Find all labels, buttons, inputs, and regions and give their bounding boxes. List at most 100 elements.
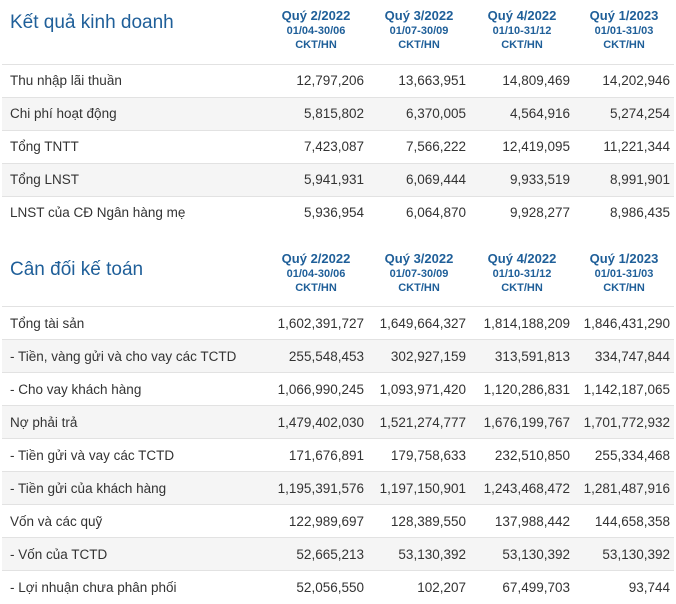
audit-status: CKT/HN — [603, 39, 645, 51]
row-label: - Tiền gửi và vay các TCTD — [2, 438, 264, 472]
cell-value: 5,274,254 — [574, 96, 674, 130]
cell-value: 1,521,274,777 — [368, 405, 470, 439]
row-label: - Tiền gửi của khách hàng — [2, 471, 264, 505]
column-header[interactable]: Quý 2/2022 01/04-30/06 CKT/HN — [264, 0, 368, 64]
table-row: Nợ phải trả 1,479,402,030 1,521,274,777 … — [2, 405, 674, 439]
cell-value: 255,548,453 — [264, 339, 368, 373]
table-row: - Tiền gửi của khách hàng 1,195,391,576 … — [2, 471, 674, 505]
audit-status: CKT/HN — [501, 281, 543, 294]
period-range: 01/07-30/09 — [389, 25, 449, 37]
row-label: - Cho vay khách hàng — [2, 372, 264, 406]
table-row: LNST của CĐ Ngân hàng mẹ 5,936,954 6,064… — [2, 195, 674, 229]
cell-value: 52,665,213 — [264, 537, 368, 571]
table-row: Vốn và các quỹ 122,989,697 128,389,550 1… — [2, 504, 674, 538]
row-label: LNST của CĐ Ngân hàng mẹ — [2, 195, 264, 229]
cell-value: 1,066,990,245 — [264, 372, 368, 406]
column-header[interactable]: Quý 3/2022 01/07-30/09 CKT/HN — [368, 0, 470, 64]
cell-value: 11,221,344 — [574, 129, 674, 163]
table-row: Thu nhập lãi thuần 12,797,206 13,663,951… — [2, 63, 674, 97]
cell-value: 6,069,444 — [368, 162, 470, 196]
cell-value: 6,064,870 — [368, 195, 470, 229]
cell-value: 5,936,954 — [264, 195, 368, 229]
period-range: 01/10-31/12 — [492, 267, 552, 280]
quarter-label: Quý 1/2023 — [589, 8, 659, 23]
cell-value: 14,202,946 — [574, 63, 674, 97]
row-label: Nợ phải trả — [2, 405, 264, 439]
section-title: Kết quả kinh doanh — [10, 12, 174, 33]
cell-value: 9,928,277 — [470, 195, 574, 229]
cell-value: 67,499,703 — [470, 570, 574, 603]
column-header[interactable]: Quý 2/2022 01/04-30/06 CKT/HN — [264, 229, 368, 307]
period-range: 01/04-30/06 — [286, 267, 346, 280]
cell-value: 128,389,550 — [368, 504, 470, 538]
cell-value: 13,663,951 — [368, 63, 470, 97]
cell-value: 6,370,005 — [368, 96, 470, 130]
column-header[interactable]: Quý 4/2022 01/10-31/12 CKT/HN — [470, 0, 574, 64]
quarter-label: Quý 2/2022 — [281, 8, 351, 23]
cell-value: 7,566,222 — [368, 129, 470, 163]
table-row: Chi phí hoạt động 5,815,802 6,370,005 4,… — [2, 96, 674, 130]
column-header[interactable]: Quý 3/2022 01/07-30/09 CKT/HN — [368, 229, 470, 307]
audit-status: CKT/HN — [295, 39, 337, 51]
row-label: Tổng LNST — [2, 162, 264, 196]
cell-value: 137,988,442 — [470, 504, 574, 538]
column-header[interactable]: Quý 4/2022 01/10-31/12 CKT/HN — [470, 229, 574, 307]
cell-value: 313,591,813 — [470, 339, 574, 373]
row-label: Tổng TNTT — [2, 129, 264, 163]
cell-value: 1,093,971,420 — [368, 372, 470, 406]
row-label: Tổng tài sản — [2, 306, 264, 340]
cell-value: 171,676,891 — [264, 438, 368, 472]
cell-value: 1,479,402,030 — [264, 405, 368, 439]
cell-value: 9,933,519 — [470, 162, 574, 196]
audit-status: CKT/HN — [603, 281, 645, 294]
period-range: 01/07-30/09 — [389, 267, 449, 280]
quarter-label: Quý 3/2022 — [384, 8, 454, 23]
cell-value: 1,676,199,767 — [470, 405, 574, 439]
cell-value: 1,701,772,932 — [574, 405, 674, 439]
cell-value: 93,744 — [574, 570, 674, 603]
quarter-label: Quý 4/2022 — [487, 250, 557, 266]
cell-value: 102,207 — [368, 570, 470, 603]
quarter-label: Quý 2/2022 — [281, 250, 351, 266]
row-label: Vốn và các quỹ — [2, 504, 264, 538]
income-statement-table: Kết quả kinh doanh Quý 2/2022 01/04-30/0… — [2, 0, 674, 229]
cell-value: 53,130,392 — [574, 537, 674, 571]
cell-value: 4,564,916 — [470, 96, 574, 130]
table-row: - Cho vay khách hàng 1,066,990,245 1,093… — [2, 372, 674, 406]
cell-value: 144,658,358 — [574, 504, 674, 538]
cell-value: 5,941,931 — [264, 162, 368, 196]
cell-value: 12,797,206 — [264, 63, 368, 97]
cell-value: 1,120,286,831 — [470, 372, 574, 406]
table-header: Kết quả kinh doanh Quý 2/2022 01/04-30/0… — [2, 0, 674, 64]
period-range: 01/04-30/06 — [286, 25, 346, 37]
row-label: - Lợi nhuận chưa phân phối — [2, 570, 264, 603]
table-row: - Tiền, vàng gửi và cho vay các TCTD 255… — [2, 339, 674, 373]
row-label: - Vốn của TCTD — [2, 537, 264, 571]
row-label: - Tiền, vàng gửi và cho vay các TCTD — [2, 339, 264, 373]
cell-value: 12,419,095 — [470, 129, 574, 163]
column-header[interactable]: Quý 1/2023 01/01-31/03 CKT/HN — [574, 0, 674, 64]
cell-value: 8,986,435 — [574, 195, 674, 229]
audit-status: CKT/HN — [398, 39, 440, 51]
cell-value: 1,602,391,727 — [264, 306, 368, 340]
table-row: - Vốn của TCTD 52,665,213 53,130,392 53,… — [2, 537, 674, 571]
cell-value: 334,747,844 — [574, 339, 674, 373]
cell-value: 1,814,188,209 — [470, 306, 574, 340]
table-row: Tổng LNST 5,941,931 6,069,444 9,933,519 … — [2, 162, 674, 196]
table-row: Tổng tài sản 1,602,391,727 1,649,664,327… — [2, 306, 674, 340]
balance-sheet-table: Cân đối kế toán Quý 2/2022 01/04-30/06 C… — [2, 229, 674, 603]
column-header[interactable]: Quý 1/2023 01/01-31/03 CKT/HN — [574, 229, 674, 307]
cell-value: 1,243,468,472 — [470, 471, 574, 505]
period-range: 01/01-31/03 — [594, 267, 654, 280]
table-row: - Tiền gửi và vay các TCTD 171,676,891 1… — [2, 438, 674, 472]
cell-value: 1,281,487,916 — [574, 471, 674, 505]
cell-value: 14,809,469 — [470, 63, 574, 97]
quarter-label: Quý 3/2022 — [384, 250, 454, 266]
cell-value: 8,991,901 — [574, 162, 674, 196]
cell-value: 5,815,802 — [264, 96, 368, 130]
audit-status: CKT/HN — [501, 39, 543, 51]
cell-value: 122,989,697 — [264, 504, 368, 538]
cell-value: 1,195,391,576 — [264, 471, 368, 505]
cell-value: 302,927,159 — [368, 339, 470, 373]
cell-value: 53,130,392 — [470, 537, 574, 571]
